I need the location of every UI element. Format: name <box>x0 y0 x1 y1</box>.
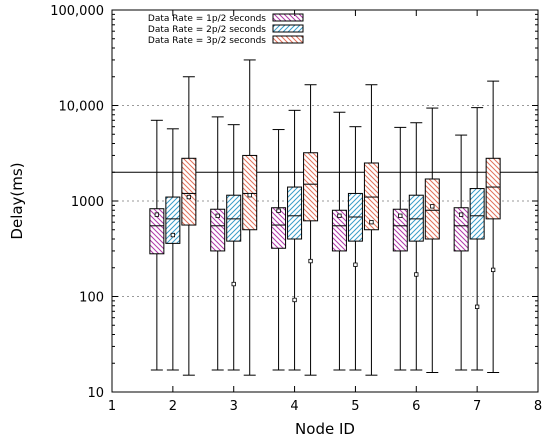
mean-marker <box>170 232 176 238</box>
mean-marker <box>231 281 236 287</box>
box-iqr <box>271 207 287 249</box>
box-series-3-node-2 <box>181 76 197 376</box>
box-series-1-node-7 <box>453 134 469 371</box>
mean-marker <box>474 304 480 309</box>
box-series-2-node-4 <box>287 109 303 371</box>
y-tick-label: 100 <box>79 291 104 306</box>
x-tick-label: 7 <box>473 399 481 414</box>
box-iqr <box>453 207 469 252</box>
box-series-3-node-5 <box>363 84 379 376</box>
box-series-2-node-7 <box>469 107 485 371</box>
legend-label: Data Rate = 1p/2 seconds <box>148 14 266 24</box>
box-iqr <box>408 194 424 242</box>
mean-marker <box>154 212 160 217</box>
y-tick-label: 10,000 <box>59 100 105 115</box>
x-tick-label: 8 <box>534 399 542 414</box>
box-series-2-node-3 <box>226 124 242 371</box>
mean-marker <box>430 204 435 209</box>
y-tick-label: 10 <box>87 386 104 401</box>
box-series-2-node-6 <box>408 122 424 371</box>
box-series-3-node-6 <box>424 107 440 374</box>
box-series-1-node-5 <box>331 111 347 371</box>
mean-marker <box>292 297 297 303</box>
legend-label: Data Rate = 2p/2 seconds <box>148 25 266 35</box>
mean-marker <box>337 213 342 218</box>
mean-marker <box>369 220 374 225</box>
box-iqr <box>469 188 485 240</box>
box-iqr <box>485 157 501 220</box>
x-tick-label: 2 <box>169 399 177 414</box>
box-iqr <box>303 152 319 222</box>
x-tick-label: 3 <box>230 399 238 414</box>
ticks: 10 100 1000 10,000 100,000 1 2 3 4 5 6 7 8 <box>50 4 542 414</box>
y-tick-label: 100,000 <box>50 4 104 19</box>
x-axis-title: Node ID <box>295 420 355 438</box>
box-series-2-node-5 <box>347 126 363 371</box>
mean-marker <box>308 258 313 264</box>
box-series-3-node-7 <box>485 80 501 374</box>
x-tick-label: 1 <box>108 399 116 414</box>
box-iqr <box>242 154 258 231</box>
box-iqr <box>149 208 165 255</box>
legend-swatch <box>272 24 304 33</box>
y-axis-title: Delay(ms) <box>8 162 26 239</box>
box-series-2-node-2 <box>165 128 181 371</box>
x-tick-label: 4 <box>290 399 298 414</box>
box-iqr <box>287 186 303 240</box>
mean-marker <box>353 262 358 267</box>
legend-swatch <box>272 35 304 44</box>
box-series-3-node-4 <box>303 84 319 376</box>
box-series-3-node-3 <box>242 59 258 376</box>
box-iqr <box>424 178 440 240</box>
mean-marker <box>186 194 192 200</box>
y-tick-label: 1000 <box>71 195 104 210</box>
mean-marker <box>490 267 496 273</box>
box-iqr <box>392 208 408 252</box>
box-iqr <box>210 208 226 252</box>
box-series-1-node-4 <box>271 129 287 371</box>
x-tick-label: 6 <box>412 399 420 414</box>
boxes <box>149 59 501 376</box>
box-iqr <box>226 194 242 242</box>
box-series-1-node-2 <box>149 119 165 371</box>
box-iqr <box>181 157 197 226</box>
mean-marker <box>398 213 403 218</box>
x-tick-label: 5 <box>351 399 359 414</box>
legend-swatch <box>272 13 304 22</box>
legend-label: Data Rate = 3p/2 seconds <box>148 36 266 46</box>
box-series-1-node-3 <box>210 116 226 371</box>
box-iqr <box>165 196 181 244</box>
box-iqr <box>363 162 379 231</box>
mean-marker <box>247 193 252 198</box>
box-iqr <box>331 209 347 252</box>
mean-marker <box>458 212 464 217</box>
box-series-1-node-6 <box>392 126 408 371</box>
mean-marker <box>215 213 220 218</box>
mean-marker <box>414 272 419 277</box>
mean-marker <box>276 208 281 213</box>
